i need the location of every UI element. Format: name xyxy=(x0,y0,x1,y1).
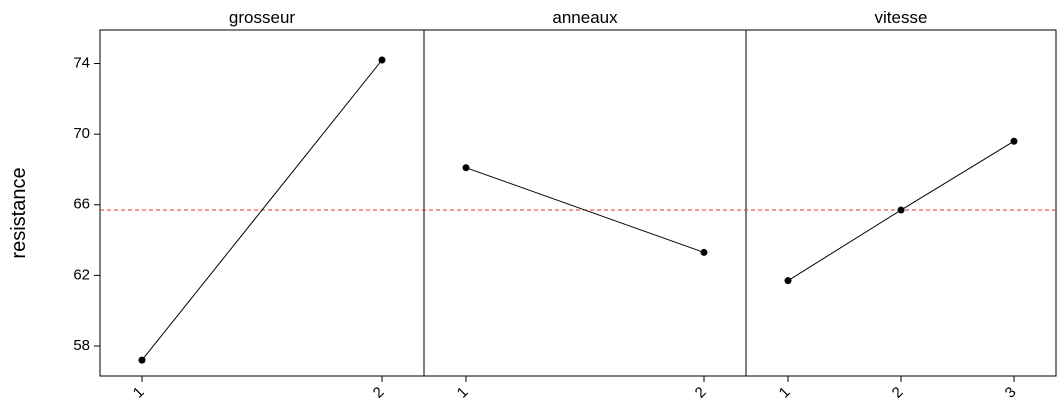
y-tick-label-62: 62 xyxy=(73,266,90,283)
y-tick-label-58: 58 xyxy=(73,337,90,354)
data-point-vitesse-3 xyxy=(1010,137,1018,145)
x-tick-label-vitesse-3: 3 xyxy=(1002,384,1020,399)
panel-title-anneaux: anneaux xyxy=(552,8,618,27)
panel-title-grosseur: grosseur xyxy=(229,8,295,27)
series-line-anneaux xyxy=(465,167,705,253)
series-line-grosseur xyxy=(141,59,383,361)
data-point-anneaux-2 xyxy=(700,248,708,256)
data-point-vitesse-2 xyxy=(897,206,905,214)
data-point-grosseur-2 xyxy=(378,56,386,64)
y-axis: 74 70 66 62 58 xyxy=(73,55,100,354)
x-axis: 1 2 1 2 1 2 3 xyxy=(130,376,1020,399)
y-axis-title: resistance xyxy=(8,167,30,258)
panel-frame-anneaux xyxy=(423,29,747,377)
series-group xyxy=(138,56,1018,364)
x-tick-label-grosseur-2: 2 xyxy=(370,384,388,399)
x-tick-label-anneaux-2: 2 xyxy=(692,384,710,399)
x-tick-label-vitesse-2: 2 xyxy=(889,384,907,399)
panel-titles: grosseur anneaux vitesse xyxy=(229,8,928,27)
x-tick-label-grosseur-1: 1 xyxy=(130,384,148,399)
data-point-grosseur-1 xyxy=(138,356,146,364)
panel-frame-grosseur xyxy=(99,29,425,377)
x-tick-label-anneaux-1: 1 xyxy=(454,384,472,399)
y-tick-label-70: 70 xyxy=(73,125,90,142)
panel-frame-vitesse xyxy=(745,29,1057,377)
y-tick-label-66: 66 xyxy=(73,196,90,213)
panel-frames xyxy=(99,29,1057,377)
panel-title-vitesse: vitesse xyxy=(875,8,928,27)
x-tick-label-vitesse-1: 1 xyxy=(776,384,794,399)
y-tick-label-74: 74 xyxy=(73,55,90,72)
data-point-vitesse-1 xyxy=(784,277,792,285)
data-point-anneaux-1 xyxy=(462,164,470,172)
